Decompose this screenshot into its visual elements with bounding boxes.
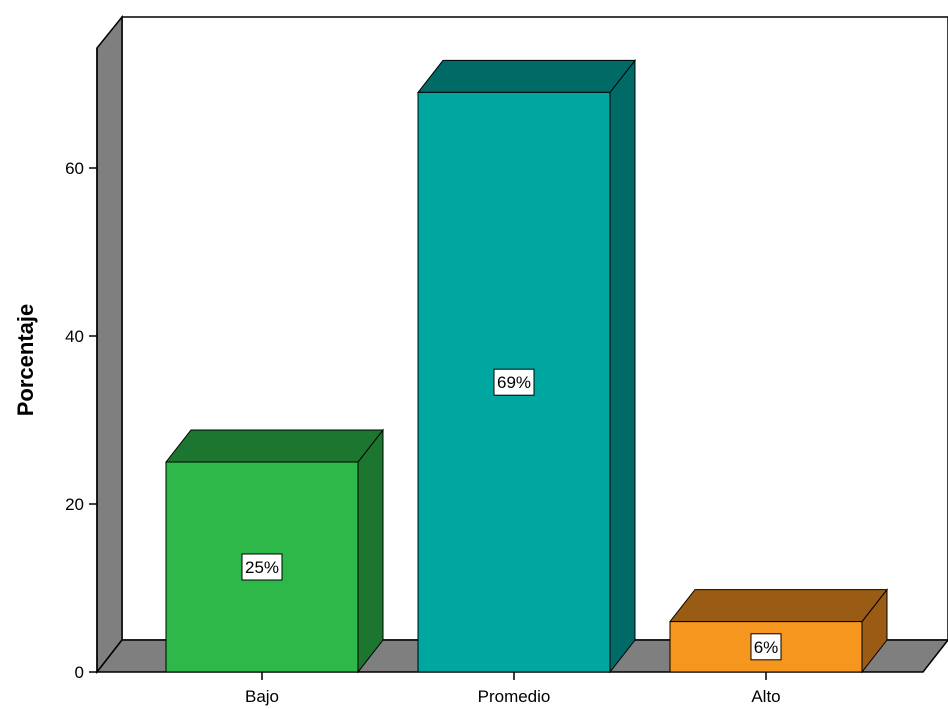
bar-top-face [164,429,385,463]
bar-promedio: 69% [416,58,637,674]
x-tick-label: Alto [751,687,780,706]
y-tick-label: 40 [65,327,84,346]
left-wall [96,14,123,675]
y-axis-title: Porcentaje [13,304,38,417]
data-label-box [493,368,535,396]
bar-top-face [668,589,889,623]
data-label-box [750,633,782,661]
data-label-text: 69% [497,373,531,392]
bar-alto: 6% [668,588,889,674]
data-label: 25% [241,553,283,581]
data-label-box [241,553,283,581]
bar-top-face [416,59,637,93]
data-label: 6% [750,633,782,661]
data-label: 69% [493,368,535,396]
bars: 25% 69% 6% [164,58,889,674]
x-axis-labels: Bajo Promedio Alto [245,672,781,706]
y-axis-ticks: 0 20 40 60 [65,159,97,682]
data-label-text: 6% [754,638,779,657]
x-tick-label: Promedio [478,687,551,706]
bar-bajo: 25% [164,428,385,674]
x-tick-label: Bajo [245,687,279,706]
bar-side-face [609,58,636,674]
y-tick-label: 0 [75,663,84,682]
data-label-text: 25% [245,558,279,577]
y-tick-label: 60 [65,159,84,178]
bar-side-face [357,428,384,674]
y-tick-label: 20 [65,495,84,514]
